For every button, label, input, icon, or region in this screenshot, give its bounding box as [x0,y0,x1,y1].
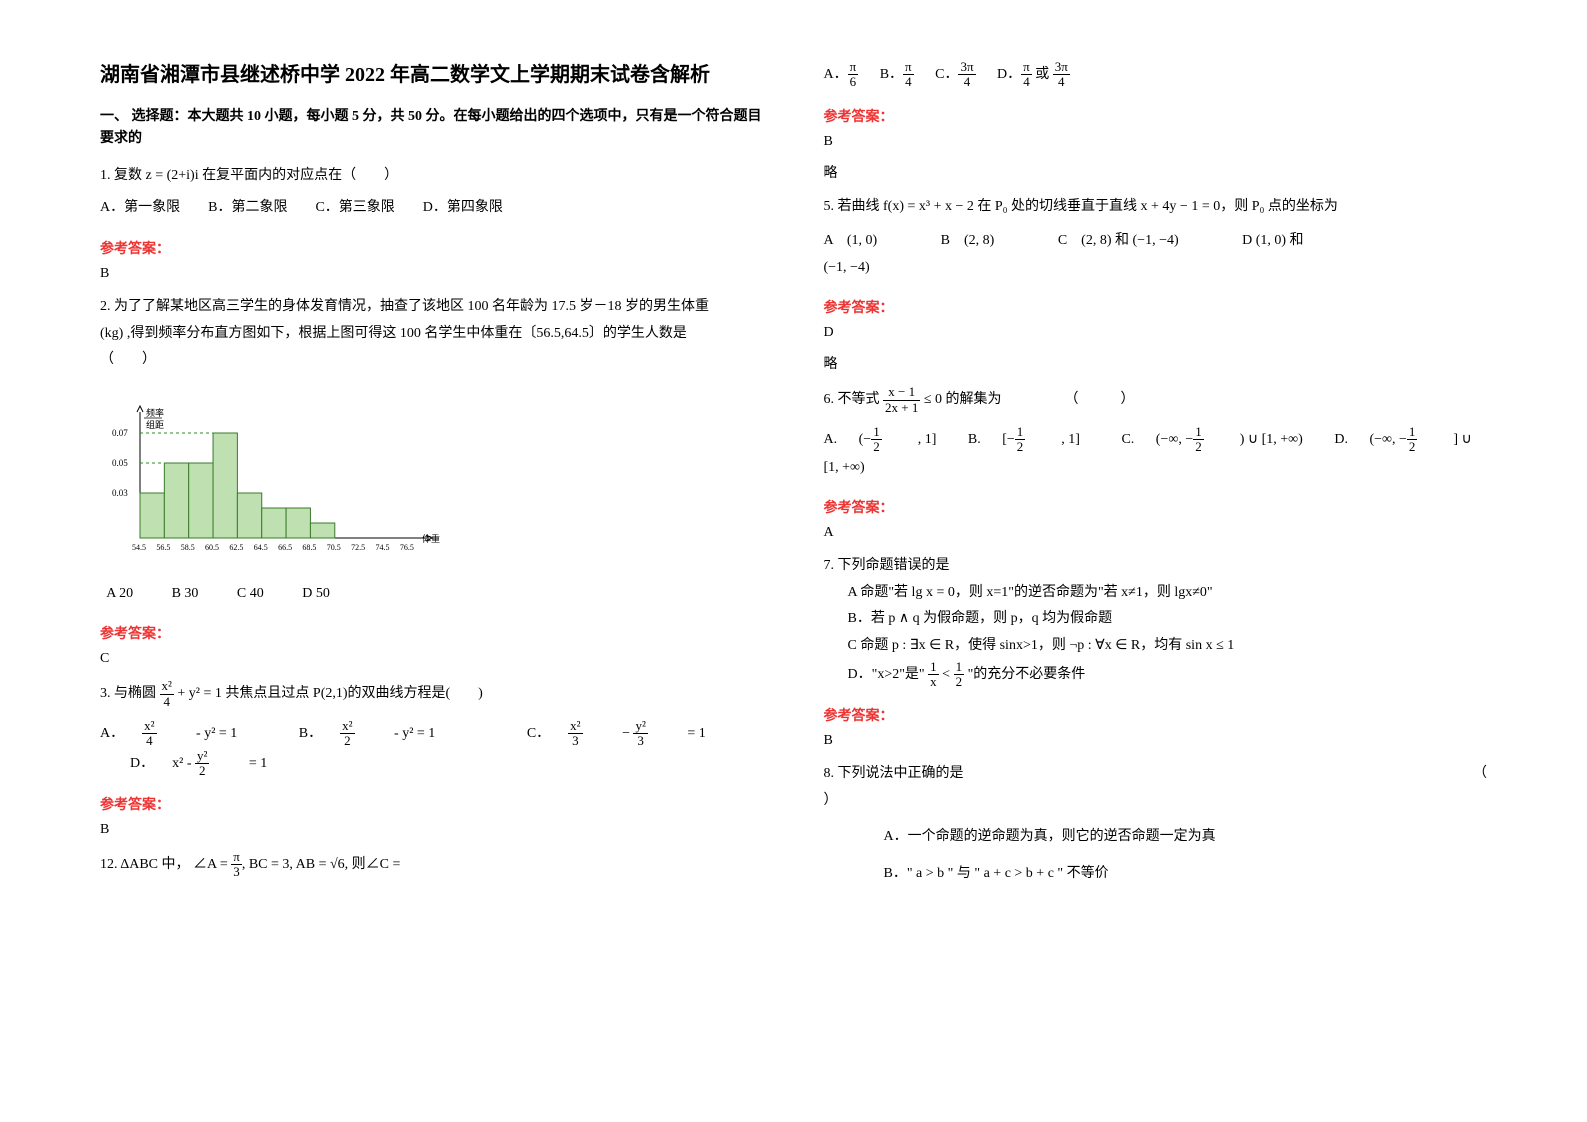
q12-post: = [393,857,401,872]
q7-c: C 命题 p : ∃x ∈ R，使得 sinx>1，则 ¬p : ∀x ∈ R，… [824,633,1488,660]
svg-text:72.5: 72.5 [351,543,365,552]
q7-b: B．若 p ∧ q 为假命题，则 p，q 均为假命题 [824,606,1488,633]
q2-answer: C [100,651,764,667]
q6-options: A. (−12, 1] B. [−12, 1] C. (−∞, −12) ∪ [… [824,425,1488,481]
q5-a: A (1, 0) [824,233,878,248]
q7-a: A 命题"若 lg x = 0，则 x=1"的逆否命题为"若 x≠1，则 lgx… [824,580,1488,607]
svg-text:76.5: 76.5 [400,543,414,552]
q3-pre: 3. 与椭圆 [100,686,160,701]
answer-label-7: 参考答案： [824,705,1488,725]
q12-opt-a: A．π6 [824,67,859,82]
svg-text:0.03: 0.03 [112,488,128,498]
answer-label-12: 参考答案： [824,106,1488,126]
q12-opt-b: B．π4 [880,67,914,82]
right-column: A．π6 B．π4 C．3π4 D．π4 或 3π4 参考答案： B 略 5. … [824,60,1488,1062]
svg-text:62.5: 62.5 [229,543,243,552]
q6-le: ≤ 0 [920,392,942,407]
q3-b: B．x²2 - y² = 1 [299,726,436,741]
question-8: 8. 下列说法中正确的是 （ ） A．一个命题的逆命题为真，则它的逆否命题一定为… [824,761,1488,887]
q8-a: A．一个命题的逆命题为真，则它的逆否命题一定为真 [824,824,1488,851]
q6-post: 的解集为 （ ） [946,392,1135,407]
q1-text: 1. 复数 z = (2+i)i 在复平面内的对应点在（ ） [100,163,764,190]
q5-options: A (1, 0) B (2, 8) C (2, 8) 和 (−1, −4) D … [824,228,1488,255]
q2-text2: (kg) ,得到频率分布直方图如下，根据上图可得这 100 名学生中体重在〔56… [100,321,764,348]
q8-b: B．" a > b " 与 " a + c > b + c " 不等价 [824,861,1488,888]
answer-label-1: 参考答案： [100,238,764,258]
q5-d2: (−1, −4) [824,255,1488,282]
q6-c: C. (−∞, −12) ∪ [1, +∞) [1121,432,1302,447]
q3-a: A．x²4 - y² = 1 [100,726,237,741]
q5-b: B (2, 8) [941,233,995,248]
svg-text:0.07: 0.07 [112,428,128,438]
question-3: 3. 与椭圆 x²4 + y² = 1 共焦点且过点 P(2,1)的双曲线方程是… [100,679,764,778]
q12-options-row: A．π6 B．π4 C．3π4 D．π4 或 3π4 [824,60,1488,90]
svg-text:体重(kg): 体重(kg) [422,533,440,544]
q12-pre: 12. ΔABC 中， [100,857,190,872]
section-1-header: 一、 选择题：本大题共 10 小题，每小题 5 分，共 50 分。在每小题给出的… [100,106,764,151]
q12-opt-d: D．π4 或 3π4 [997,67,1070,82]
q6-frac: x − 12x + 1 [883,385,920,415]
question-12: 12. ΔABC 中， ∠A = π3, BC = 3, AB = √6, 则∠… [100,850,764,880]
q3-d: D．x² - y²2 = 1 [130,756,267,771]
histogram-chart: 频率组距体重(kg) 0.03 0.05 0.07 54.5 56.5 58.5 60.5 62… [100,396,764,571]
q8-paren-close: ） [824,788,1488,815]
question-2: 2. 为了了解某地区高三学生的身体发育情况，抽查了该地区 100 名年龄为 17… [100,294,764,374]
svg-text:频率: 频率 [146,407,164,418]
question-5: 5. 若曲线 f(x) = x³ + x − 2 在 P₀ 处的切线垂直于直线 … [824,194,1488,282]
svg-text:64.5: 64.5 [254,543,268,552]
q8-text: 8. 下列说法中正确的是 [824,761,964,788]
q1-options: A．第一象限 B．第二象限 C．第三象限 D．第四象限 [100,195,764,222]
q5-note: 略 [824,353,1488,373]
q5-answer: D [824,325,1488,341]
q5-d: D (1, 0) 和 [1242,233,1303,248]
svg-text:组距: 组距 [146,419,164,430]
svg-text:58.5: 58.5 [181,543,195,552]
q12-note: 略 [824,162,1488,182]
q6-a: A. (−12, 1] [824,432,937,447]
q3-post: 共焦点且过点 P(2,1)的双曲线方程是( ) [225,686,482,701]
answer-label-5: 参考答案： [824,297,1488,317]
svg-text:66.5: 66.5 [278,543,292,552]
answer-label-2: 参考答案： [100,623,764,643]
q8-paren-open: （ [1473,761,1487,788]
q3-plus: + y² = 1 [174,686,222,701]
q7-text: 7. 下列命题错误的是 [824,553,1488,580]
q1-answer: B [100,266,764,282]
q6-answer: A [824,525,1488,541]
q7-answer: B [824,733,1488,749]
q3-options: A．x²4 - y² = 1 B．x²2 - y² = 1 C．x²3 − y²… [100,719,764,778]
q5-c: C (2, 8) 和 (−1, −4) [1058,233,1179,248]
q3-answer: B [100,822,764,838]
question-1: 1. 复数 z = (2+i)i 在复平面内的对应点在（ ） A．第一象限 B．… [100,163,764,222]
exam-title: 湖南省湘潭市县继述桥中学 2022 年高二数学文上学期期末试卷含解析 [100,60,764,90]
q6-pre: 6. 不等式 [824,392,884,407]
q6-b: B. [−12, 1] [968,432,1080,447]
question-7: 7. 下列命题错误的是 A 命题"若 lg x = 0，则 x=1"的逆否命题为… [824,553,1488,689]
svg-text:56.5: 56.5 [156,543,170,552]
svg-text:54.5: 54.5 [132,543,146,552]
q12-cond: ∠A = π3, BC = 3, AB = √6, 则∠C [193,857,389,872]
q12-opt-c: C．3π4 [935,67,975,82]
left-column: 湖南省湘潭市县继述桥中学 2022 年高二数学文上学期期末试卷含解析 一、 选择… [100,60,764,1062]
histogram-svg: 频率组距体重(kg) 0.03 0.05 0.07 54.5 56.5 58.5 60.5 62… [100,396,440,566]
q2-text1: 2. 为了了解某地区高三学生的身体发育情况，抽查了该地区 100 名年龄为 17… [100,294,764,321]
q5-text: 5. 若曲线 f(x) = x³ + x − 2 在 P₀ 处的切线垂直于直线 … [824,194,1488,221]
q12-answer: B [824,134,1488,150]
q3-c: C．x²3 − y²3 = 1 [527,726,706,741]
svg-text:68.5: 68.5 [302,543,316,552]
answer-label-6: 参考答案： [824,497,1488,517]
svg-text:74.5: 74.5 [375,543,389,552]
question-6: 6. 不等式 x − 12x + 1 ≤ 0 的解集为 （ ） A. (−12,… [824,385,1488,481]
q7-d: D．"x>2"是" 1x < 12 "的充分不必要条件 [824,660,1488,690]
svg-text:60.5: 60.5 [205,543,219,552]
q3-ellipse-frac: x²4 [160,679,174,709]
svg-text:70.5: 70.5 [327,543,341,552]
answer-label-3: 参考答案： [100,794,764,814]
svg-text:0.05: 0.05 [112,458,128,468]
q2-text3: （ ） [100,347,764,374]
q2-options: A 20 B 30 C 40 D 50 [100,581,764,608]
